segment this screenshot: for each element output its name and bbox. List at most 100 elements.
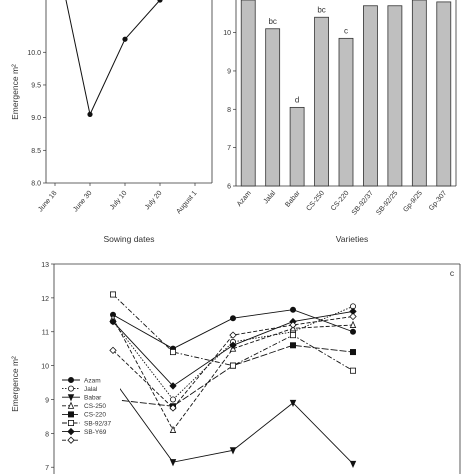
series-line-c [112, 317, 354, 431]
y-axis-label-a: Emergence m² [10, 64, 20, 120]
x-tick-label-b: Jalal [263, 189, 278, 205]
data-point-c [109, 317, 117, 326]
y-tick-label-c: 9 [45, 397, 49, 404]
bar [289, 106, 305, 187]
legend-label-c: CS-220 [84, 412, 106, 419]
series-line-c [112, 344, 354, 407]
data-point-c [109, 346, 117, 355]
legend-marker-c [68, 411, 75, 418]
x-tick-label-b: SB-92/37 [351, 190, 375, 217]
legend-marker-c [68, 419, 75, 426]
data-point-a [157, 0, 163, 3]
data-point-c [110, 291, 117, 298]
data-point-c [349, 320, 357, 328]
y-axis-label-c: Emergence m² [10, 356, 20, 412]
legend-label-c: CS-250 [84, 403, 106, 410]
data-point-c [229, 315, 236, 322]
data-point-a [87, 111, 93, 117]
data-point-c [349, 460, 357, 469]
x-tick-label-b: Gp-9/25 [402, 190, 424, 214]
bar-data-label: bc [317, 5, 325, 14]
y-tick-label-a: 8.0 [31, 181, 41, 188]
x-tick-label-b: Gp-307 [428, 190, 448, 212]
x-axis-label-b: Varieties [336, 234, 368, 244]
data-point-c [169, 459, 177, 467]
legend-label-c: Jalal [84, 386, 98, 393]
x-tick-label-b: CS-220 [330, 190, 351, 213]
y-tick-label-c: 8 [45, 431, 49, 438]
legend-label-c: Azam [84, 377, 101, 384]
data-point-c [349, 312, 357, 321]
y-tick-label-c: 10 [41, 364, 49, 371]
x-tick-label-b: Babar [284, 189, 302, 208]
data-point-c [349, 349, 356, 356]
data-point-c [229, 447, 237, 455]
y-tick-label-b: 10 [223, 30, 231, 37]
x-tick-label-a: August 1 [175, 190, 198, 216]
x-tick-label-b: Azam [236, 190, 253, 208]
y-tick-label-b: 7 [227, 145, 231, 152]
data-point-c [289, 332, 296, 339]
bar [240, 0, 256, 187]
panel-a-chart: 8.0 8.5 9.0 9.5 10.0 June 18 June 30 July 10 Jul… [10, 0, 213, 244]
bar [314, 16, 329, 187]
y-tick-label-a: 9.5 [31, 82, 41, 89]
data-point-c [289, 321, 297, 329]
bar [436, 1, 452, 187]
legend-label-c: Babar [84, 395, 102, 402]
x-tick-label-b: CS-250 [305, 190, 326, 213]
bar-data-label: d [295, 95, 299, 104]
bar [387, 5, 403, 187]
bar [265, 28, 281, 187]
x-tick-label-a: June 30 [72, 190, 93, 214]
panel-label-c: c [450, 268, 455, 278]
bar-data-label: c [344, 26, 348, 35]
data-point-c [169, 382, 177, 390]
data-point-c [169, 396, 176, 403]
legend-marker-c [67, 427, 75, 436]
legend-marker-c [68, 376, 75, 383]
data-point-c [229, 331, 237, 339]
bar [338, 37, 354, 187]
data-point-c [289, 306, 296, 313]
data-point-c [349, 367, 356, 374]
y-tick-label-a: 8.5 [31, 148, 41, 155]
bar-data-label: bc [268, 17, 276, 26]
x-tick-label-a: June 18 [37, 190, 58, 214]
bar [363, 5, 378, 187]
x-tick-label-a: July 20 [144, 190, 164, 212]
data-point-c [289, 399, 297, 408]
legend-label-c: SB-Y69 [84, 429, 107, 436]
data-point-c [169, 349, 176, 356]
legend-marker-c [68, 385, 75, 392]
data-point-c [229, 362, 236, 369]
data-point-c [349, 328, 356, 335]
data-point-a [122, 36, 128, 42]
y-tick-label-c: 11 [42, 330, 49, 337]
legend-marker-c [67, 401, 75, 409]
legend-label-c: SB-92/37 [84, 420, 111, 427]
x-tick-label-a: July 10 [109, 190, 129, 212]
y-tick-label-b: 9 [227, 68, 231, 75]
legend-marker-c [67, 436, 75, 444]
bar [411, 0, 427, 187]
series-line-a [65, 0, 161, 116]
data-point-c [169, 425, 177, 433]
data-point-c [289, 342, 296, 349]
y-tick-label-b: 6 [227, 184, 231, 191]
y-tick-label-c: 13 [41, 262, 49, 269]
legend-box-c [56, 374, 120, 474]
y-tick-label-b: 8 [227, 107, 231, 114]
data-point-c [169, 404, 177, 412]
x-axis-label-a: Sowing dates [103, 234, 154, 244]
series-line-c [112, 316, 354, 409]
legend-marker-c [67, 394, 75, 402]
y-tick-label-a: 10.0 [27, 50, 41, 57]
data-point-c [229, 341, 237, 349]
y-tick-label-c: 7 [45, 465, 49, 472]
x-tick-label-b: SB-92/25 [375, 190, 399, 217]
y-tick-label-c: 12 [41, 296, 49, 303]
